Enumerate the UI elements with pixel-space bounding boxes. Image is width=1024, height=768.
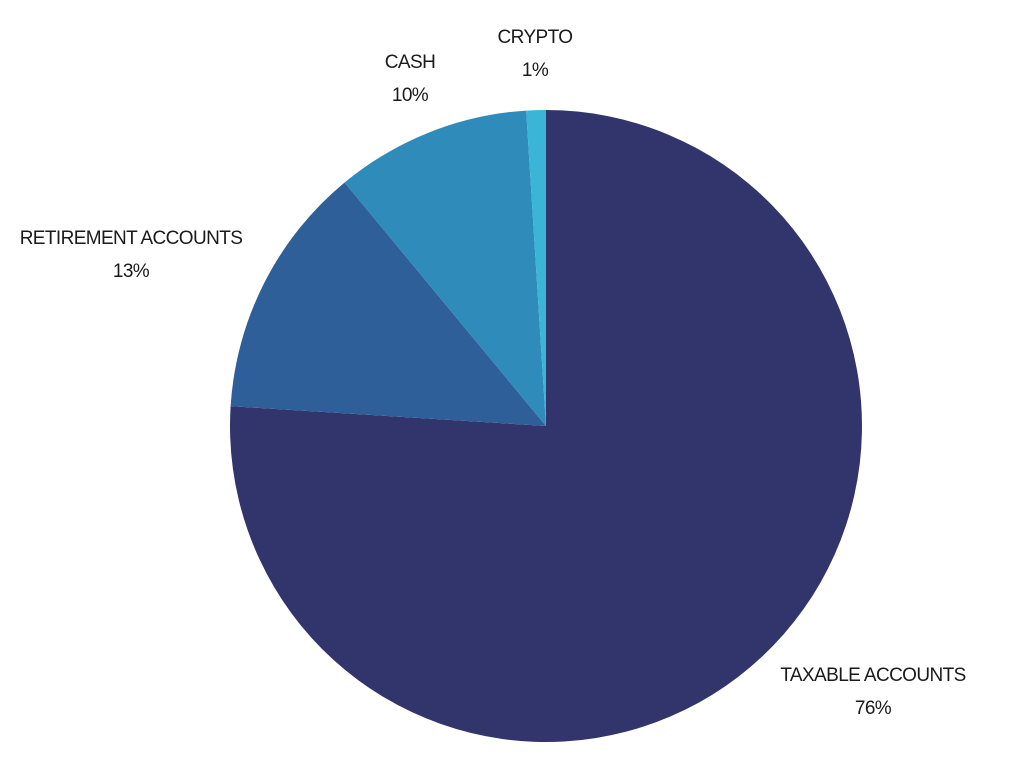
slice-label: CASH — [385, 52, 435, 73]
slice-label: TAXABLE ACCOUNTS — [780, 665, 965, 686]
slice-value-label: 10% — [392, 85, 429, 106]
pie-slice — [229, 110, 862, 743]
slice-value-label: 76% — [855, 698, 892, 719]
slice-value-label: 1% — [522, 60, 549, 81]
slice-label: RETIREMENT ACCOUNTS — [20, 228, 243, 249]
pie-slice — [344, 110, 546, 427]
pie-slice — [230, 182, 547, 426]
pie-slice — [526, 110, 546, 426]
slice-label: CRYPTO — [498, 27, 573, 48]
slice-value-label: 13% — [113, 261, 150, 282]
